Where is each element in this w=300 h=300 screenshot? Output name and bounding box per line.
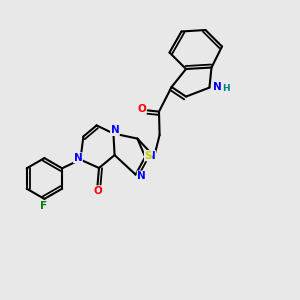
Text: N: N — [137, 171, 146, 181]
Text: O: O — [94, 186, 103, 196]
Text: N: N — [147, 151, 156, 161]
Text: S: S — [144, 151, 152, 161]
Text: O: O — [137, 103, 146, 114]
Text: N: N — [213, 82, 222, 92]
Text: N: N — [110, 125, 119, 136]
Text: H: H — [222, 84, 230, 93]
Text: F: F — [40, 201, 47, 211]
Text: N: N — [74, 153, 82, 163]
